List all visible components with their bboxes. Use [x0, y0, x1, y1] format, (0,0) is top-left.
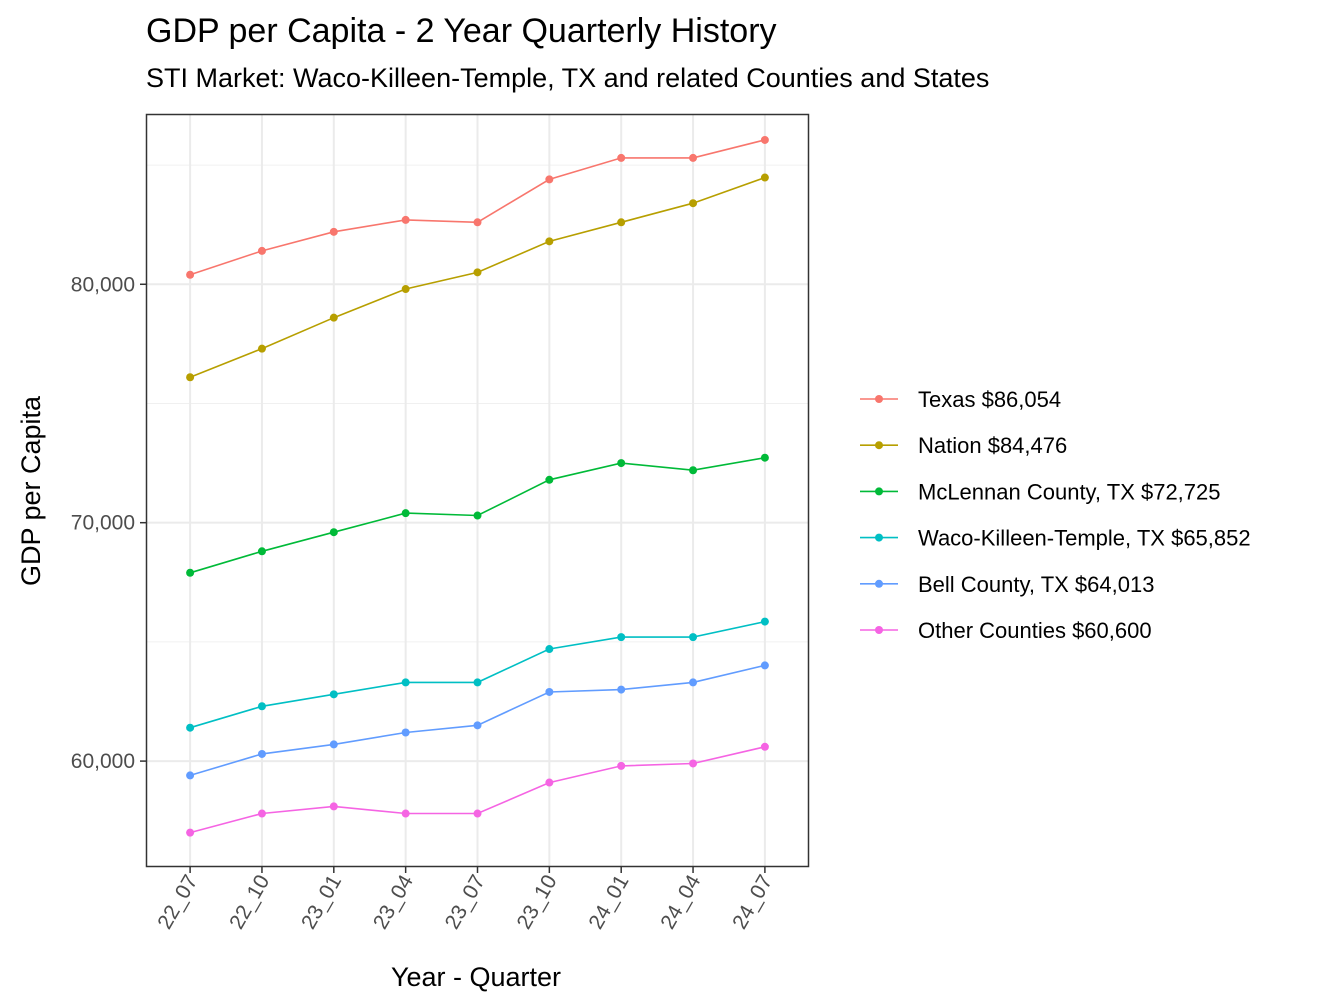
data-point: [473, 218, 482, 227]
y-tick-label: 80,000: [71, 273, 135, 296]
legend: Texas $86,054 Nation $84,476 McLennan Coun…: [860, 387, 1251, 643]
data-point: [401, 728, 410, 737]
legend-key-point: [875, 533, 883, 542]
x-tick-label: 22_07: [153, 871, 202, 933]
data-point: [545, 175, 554, 184]
x-tick-label: 23_01: [297, 871, 346, 933]
data-point: [329, 690, 338, 699]
x-tick-label: 23_04: [369, 871, 418, 933]
data-point: [257, 344, 266, 353]
data-point: [257, 547, 266, 556]
data-point: [545, 237, 554, 246]
legend-item: McLennan County, TX $72,725: [860, 479, 1221, 504]
x-tick-label: 24_07: [728, 871, 777, 933]
x-tick-label: 22_10: [225, 871, 274, 933]
legend-item: Texas $86,054: [860, 387, 1061, 412]
data-point: [257, 702, 266, 711]
x-axis-title: Year - Quarter: [391, 962, 561, 992]
data-point: [760, 173, 769, 182]
data-point: [617, 153, 626, 162]
series-lines: [186, 135, 769, 837]
data-point: [186, 828, 195, 837]
chart-title: GDP per Capita - 2 Year Quarterly Histor…: [146, 12, 777, 50]
data-point: [401, 509, 410, 518]
data-point: [186, 270, 195, 279]
data-point: [545, 778, 554, 787]
data-point: [617, 218, 626, 227]
data-point: [689, 153, 698, 162]
legend-item: Waco-Killeen-Temple, TX $65,852: [860, 526, 1251, 551]
grid-lines: [147, 115, 808, 866]
data-point: [401, 285, 410, 294]
y-axis: 60,000 70,000 80,000: [71, 273, 147, 773]
data-point: [545, 475, 554, 484]
legend-label: Nation $84,476: [918, 433, 1067, 458]
data-point: [186, 771, 195, 780]
data-point: [329, 802, 338, 811]
legend-item: Nation $84,476: [860, 433, 1067, 458]
chart-subtitle: STI Market: Waco-Killeen-Temple, TX and …: [146, 63, 990, 93]
data-point: [329, 740, 338, 749]
data-point: [257, 809, 266, 818]
data-point: [760, 453, 769, 462]
data-point: [329, 227, 338, 236]
data-point: [617, 459, 626, 468]
data-point: [689, 466, 698, 475]
data-point: [545, 687, 554, 696]
data-point: [617, 685, 626, 694]
legend-key-point: [875, 395, 883, 403]
data-point: [329, 313, 338, 322]
data-point: [473, 511, 482, 520]
y-axis-title: GDP per Capita: [16, 395, 46, 586]
data-point: [760, 661, 769, 670]
data-point: [329, 528, 338, 537]
data-point: [473, 268, 482, 277]
y-tick-label: 70,000: [71, 512, 135, 535]
data-point: [401, 809, 410, 818]
data-point: [617, 761, 626, 770]
x-tick-label: 23_10: [513, 871, 562, 933]
data-point: [257, 749, 266, 758]
legend-label: Bell County, TX $64,013: [918, 572, 1154, 597]
data-point: [186, 723, 195, 732]
legend-key-point: [875, 579, 883, 588]
data-point: [617, 633, 626, 642]
data-point: [760, 742, 769, 751]
data-point: [257, 246, 266, 255]
x-tick-label: 24_01: [584, 871, 633, 933]
y-tick-label: 60,000: [71, 750, 135, 773]
data-point: [473, 721, 482, 730]
legend-label: Other Counties $60,600: [918, 618, 1152, 643]
data-point: [760, 135, 769, 144]
legend-key-point: [875, 487, 883, 496]
legend-label: McLennan County, TX $72,725: [918, 479, 1221, 504]
data-point: [401, 215, 410, 224]
legend-key-point: [875, 441, 883, 450]
data-point: [689, 759, 698, 768]
x-tick-label: 23_07: [441, 871, 490, 933]
legend-key-point: [875, 626, 883, 634]
legend-label: Waco-Killeen-Temple, TX $65,852: [918, 526, 1251, 551]
data-point: [545, 645, 554, 654]
x-axis: 22_07 22_10 23_01 23_04 23_07 23_10 24_01 24_04…: [153, 866, 777, 933]
data-point: [760, 617, 769, 626]
data-point: [689, 199, 698, 208]
legend-label: Texas $86,054: [918, 387, 1061, 412]
x-tick-label: 24_04: [656, 871, 705, 933]
data-point: [186, 373, 195, 382]
data-point: [473, 678, 482, 687]
legend-item: Bell County, TX $64,013: [860, 572, 1154, 597]
data-point: [473, 809, 482, 818]
data-point: [689, 633, 698, 642]
data-point: [186, 568, 195, 577]
data-point: [689, 678, 698, 687]
data-point: [401, 678, 410, 687]
legend-item: Other Counties $60,600: [860, 618, 1152, 643]
